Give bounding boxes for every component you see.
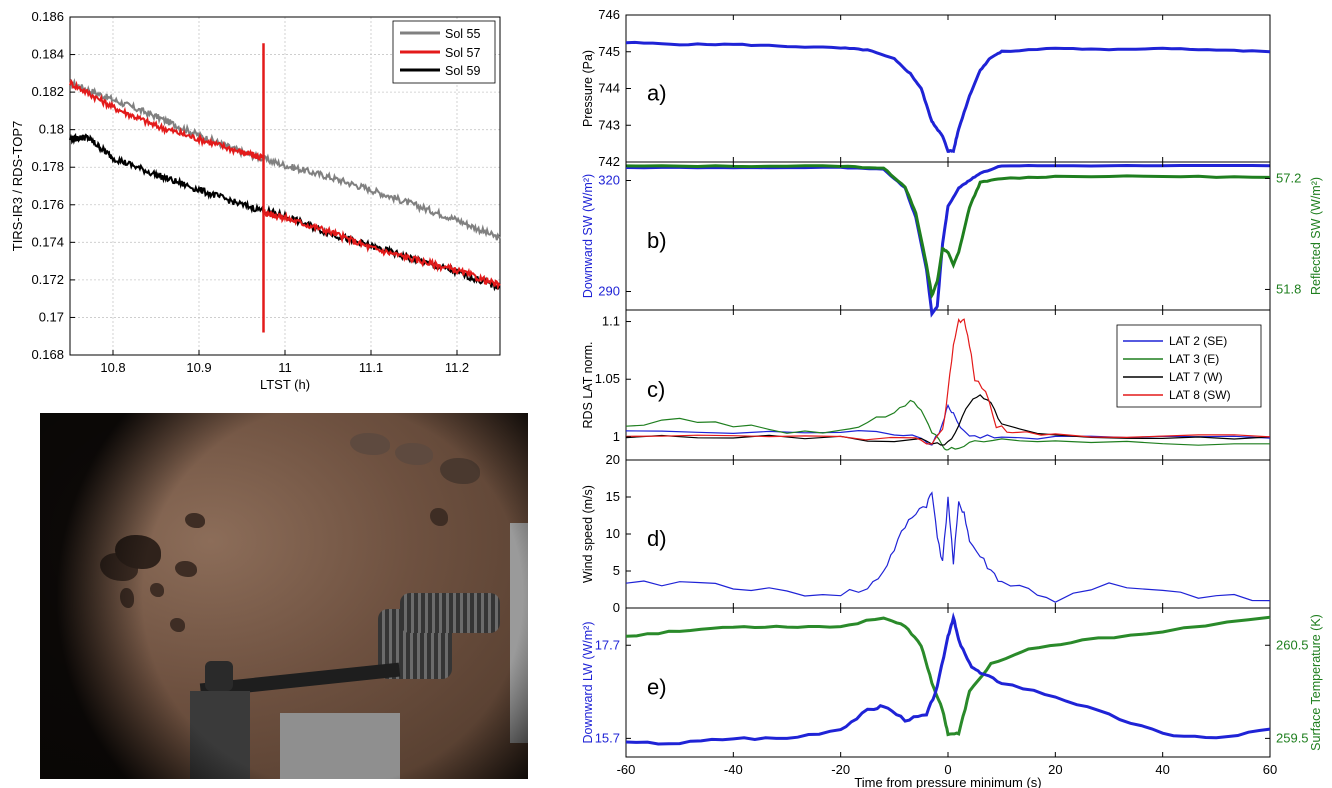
right-xtick-label: -20 — [831, 762, 850, 777]
panel-a-ylabel: Pressure (Pa) — [581, 50, 595, 127]
right-ytick-label: 20 — [606, 452, 620, 467]
left-xtick-label: 11.1 — [359, 360, 383, 375]
series-sol57 — [69, 78, 501, 291]
panel-b-ylabel-left: Downward SW (W/m²) — [581, 174, 595, 298]
left-ytick-label: 0.184 — [31, 47, 64, 62]
left-xlabel: LTST (h) — [260, 377, 310, 392]
left-ylabel: TIRS-IR3 / RDS-TOP7 — [10, 121, 25, 252]
downward-sw-series — [625, 163, 1271, 318]
panel-c-tag: c) — [647, 377, 665, 402]
rover-photo — [40, 413, 528, 779]
left-series — [69, 43, 501, 333]
left-ytick-label: 0.172 — [31, 272, 64, 287]
right-ticks — [625, 14, 1271, 757]
right-ytick-label: 10 — [606, 526, 620, 541]
right-ytick-label-r: 51.8 — [1276, 281, 1301, 296]
right-ytick-label: 15 — [606, 489, 620, 504]
right-ytick-label: 1 — [613, 429, 620, 444]
right-ytick-label: 320 — [598, 173, 620, 188]
right-ytick-label: 290 — [598, 284, 620, 299]
panel-b-ylabel-right: Reflected SW (W/m²) — [1309, 177, 1323, 295]
pressure-series — [625, 40, 1271, 154]
lat-legend: LAT 2 (SE) LAT 3 (E) LAT 7 (W) LAT 8 (SW… — [1116, 324, 1262, 408]
left-xtick-label: 10.8 — [100, 360, 125, 375]
panel-b-tag: b) — [647, 228, 667, 253]
panel-e-tag: e) — [647, 675, 667, 700]
legend-lat8: LAT 8 (SW) — [1169, 388, 1231, 402]
right-labels: -60 -40 -20 0 20 40 60 Time from pressure minim… — [581, 7, 1323, 788]
panel-frame — [625, 161, 1271, 311]
left-xtick-label: 11 — [278, 360, 292, 375]
right-ytick-label: 15.7 — [595, 730, 620, 745]
right-ytick-label-r: 260.5 — [1276, 637, 1309, 652]
legend-sol57: Sol 57 — [445, 46, 480, 60]
right-xtick-label: 0 — [944, 762, 951, 777]
lat2-series — [625, 403, 1271, 446]
right-ytick-label: 745 — [598, 44, 620, 59]
right-ytick-label-r: 259.5 — [1276, 730, 1309, 745]
right-ytick-label: 742 — [598, 154, 620, 169]
right-ytick-label: 1.05 — [595, 371, 620, 386]
legend-lat3: LAT 3 (E) — [1169, 352, 1219, 366]
left-ytick-label: 0.174 — [31, 234, 64, 249]
right-ytick-label: 1.1 — [602, 314, 620, 329]
left-ticks: 10.8 10.9 11 11.1 11.2 0.168 0.17 0.172 0.174 0.1… — [31, 9, 469, 375]
legend-lat7: LAT 7 (W) — [1169, 370, 1223, 384]
right-ytick-label: 5 — [613, 563, 620, 578]
left-xtick-label: 10.9 — [186, 360, 211, 375]
lat3-series — [625, 399, 1270, 451]
left-xtick-label: 11.2 — [445, 360, 469, 375]
right-ytick-label-r: 57.2 — [1276, 170, 1301, 185]
right-xtick-label: 60 — [1263, 762, 1277, 777]
series-sol55 — [69, 78, 501, 241]
reflected-sw-series — [625, 164, 1271, 300]
right-ytick-label: 744 — [598, 81, 620, 96]
left-ytick-label: 0.176 — [31, 197, 64, 212]
left-ytick-label: 0.186 — [31, 9, 64, 24]
right-xlabel: Time from pressure minimum (s) — [854, 775, 1041, 788]
left-ytick-label: 0.178 — [31, 159, 64, 174]
right-chart: -60 -40 -20 0 20 40 60 Time from pressure minim… — [581, 7, 1323, 788]
left-chart: 10.8 10.9 11 11.1 11.2 0.168 0.17 0.172 0.174 0.1… — [10, 9, 501, 392]
left-ytick-label: 0.182 — [31, 84, 64, 99]
right-xtick-label: -40 — [724, 762, 743, 777]
left-legend: Sol 55 Sol 57 Sol 59 — [392, 20, 496, 84]
panel-e-ylabel-left: Downward LW (W/m²) — [581, 622, 595, 744]
right-xtick-label: 20 — [1048, 762, 1062, 777]
lat8-series — [625, 317, 1271, 445]
right-series — [625, 40, 1271, 746]
right-ytick-label: 746 — [598, 7, 620, 22]
downward-lw-series — [625, 611, 1271, 746]
panel-e-ylabel-right: Surface Temperature (K) — [1309, 614, 1323, 751]
legend-sol59: Sol 59 — [445, 64, 480, 78]
panel-d-tag: d) — [647, 526, 667, 551]
right-ytick-label: 17.7 — [595, 637, 620, 652]
legend-lat2: LAT 2 (SE) — [1169, 334, 1227, 348]
panel-c-ylabel: RDS LAT norm. — [581, 341, 595, 428]
legend-sol55: Sol 55 — [445, 27, 480, 41]
surface-temp-series — [625, 615, 1271, 737]
panel-d-ylabel: Wind speed (m/s) — [581, 485, 595, 583]
right-xtick-label: 40 — [1155, 762, 1169, 777]
right-ytick-label: 0 — [613, 600, 620, 615]
right-ytick-label: 743 — [598, 117, 620, 132]
wind-series — [625, 491, 1271, 603]
left-ytick-label: 0.168 — [31, 347, 64, 362]
panel-frame — [625, 14, 1271, 163]
left-ytick-label: 0.17 — [39, 309, 64, 324]
right-xtick-label: -60 — [617, 762, 636, 777]
left-ytick-label: 0.18 — [39, 122, 64, 137]
panel-a-tag: a) — [647, 81, 667, 106]
